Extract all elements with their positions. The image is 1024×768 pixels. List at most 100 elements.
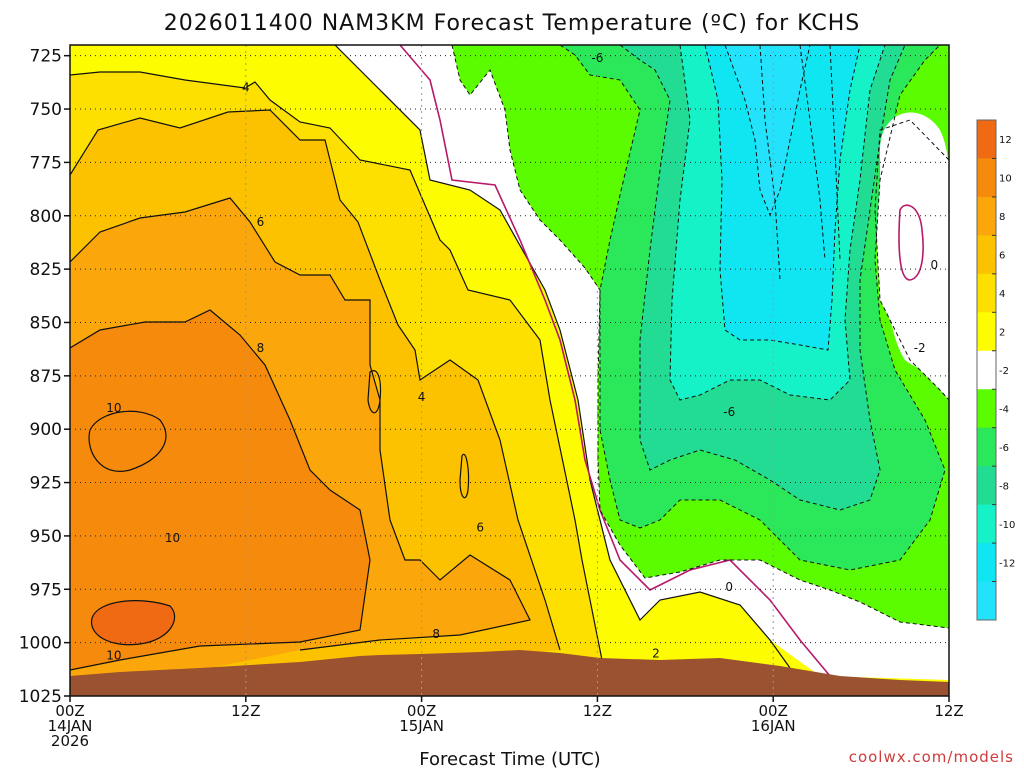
y-tick-label: 925: [30, 474, 62, 494]
fill-white-ring-right: [880, 112, 949, 368]
colorbar-swatch: [977, 427, 996, 467]
x-tick-label: 12Z: [934, 702, 963, 720]
y-tick-label: 725: [30, 47, 62, 67]
colorbar-label: -12: [999, 558, 1015, 569]
contour-lines: [70, 45, 791, 671]
contour-label: -6: [591, 51, 603, 65]
x-tick-label: 14JAN: [48, 717, 93, 735]
x-tick-label: 00Z: [55, 702, 84, 720]
y-tick-label: 850: [30, 313, 62, 333]
colorbar-swatch: [977, 466, 996, 506]
credit-text: coolwx.com/models: [849, 748, 1014, 766]
terrain-surface: [70, 650, 949, 696]
colorbar-swatch: [977, 120, 996, 159]
colorbar-swatch: [977, 235, 996, 275]
contour-m10: [704, 45, 861, 351]
x-tick-label: 2026: [51, 732, 89, 750]
contour-m2-right: [874, 119, 949, 401]
colorbar-swatch: [977, 389, 996, 429]
contour-m6-b: [799, 45, 826, 261]
x-tick-label: 15JAN: [399, 717, 444, 735]
contour-label: 4: [418, 390, 426, 404]
fill-sky-m12: [725, 45, 810, 215]
colorbar-legend: 12 10 8 6 4 2 -2 -4 -6 -8 -10 -12: [976, 119, 1015, 621]
contour-12: [91, 600, 176, 646]
contour-label: 6: [476, 520, 484, 534]
contour-4: [70, 71, 603, 661]
colorbar-label: 10: [999, 174, 1012, 185]
y-tick-label: 1000: [19, 634, 62, 654]
y-tick-label: 750: [30, 100, 62, 120]
contour-label: 2: [652, 646, 660, 660]
contour-label: -2: [914, 341, 926, 355]
colorbar-label: 6: [999, 251, 1005, 262]
contour-label: 4: [242, 81, 250, 95]
plot-frame: [69, 44, 950, 697]
colorbar-label: 8: [999, 212, 1005, 223]
colorbar-label: -10: [999, 520, 1015, 531]
fill-redorange-12plus: [91, 600, 175, 645]
y-tick-label: 775: [30, 153, 62, 173]
fill-yellow-near-surface: [680, 626, 772, 668]
colorbar-frame: [976, 119, 997, 621]
contour-2: [334, 45, 791, 669]
grid-lines: [70, 45, 949, 696]
negative-contours: [451, 45, 949, 629]
contour-label: 10: [165, 531, 180, 545]
colorbar-swatch: [977, 350, 996, 390]
contour-labels: 4 6 8 10 10 10 4 6 8 -6 0 -2 -6 0 2: [106, 51, 939, 663]
contour-m4: [559, 45, 946, 571]
colorbar-swatch: [977, 273, 996, 313]
contour-label: 8: [257, 341, 265, 355]
x-tick-label: 16JAN: [751, 717, 796, 735]
contour-6-pocket: [459, 453, 470, 499]
zero-contour: [399, 45, 924, 677]
y-tick-label: 900: [30, 420, 62, 440]
colorbar-label: 4: [999, 289, 1005, 300]
contour-10: [70, 309, 371, 671]
contour-label: 10: [106, 648, 121, 662]
contour-label: -6: [723, 405, 735, 419]
contour-label: 0: [725, 580, 733, 594]
y-tick-label: 800: [30, 207, 62, 227]
temperature-fill-layers: [70, 45, 949, 696]
colorbar-label: -6: [999, 443, 1009, 454]
contour-m8-b: [759, 45, 781, 281]
contour-8: [70, 197, 531, 651]
contour-label: 0: [931, 258, 939, 272]
colorbar-label: -4: [999, 404, 1009, 415]
contour-m6: [619, 45, 906, 511]
y-tick-label: 825: [30, 260, 62, 280]
contour-10-inner: [88, 410, 167, 472]
contour-m4-b: [829, 45, 841, 261]
fill-redorange-12plus-b: [89, 411, 166, 472]
y-axis: 725 750 775 800 825 850 875 900 925 950 975 1000 102…: [19, 47, 70, 707]
fill-darkorange-10-12: [70, 310, 370, 670]
contour-4-pocket: [367, 370, 382, 414]
colorbar-label: -8: [999, 481, 1009, 492]
colorbar-label: 2: [999, 328, 1005, 339]
colorbar-swatch: [977, 504, 996, 544]
contour-m8: [669, 45, 886, 401]
contour-label: 10: [106, 401, 121, 415]
chart-title: 2026011400 NAM3KM Forecast Temperature (…: [164, 11, 861, 36]
contour-label: 6: [257, 215, 265, 229]
fill-cyan-m10-m12: [705, 45, 860, 350]
colorbar-swatch: [977, 196, 996, 236]
x-tick-label: 12Z: [231, 702, 260, 720]
contour-label: 8: [432, 627, 440, 641]
x-axis-label: Forecast Time (UTC): [419, 749, 600, 768]
x-tick-label: 12Z: [583, 702, 612, 720]
colorbar-swatch: [977, 543, 996, 583]
contour-6: [70, 109, 561, 651]
contour-0: [399, 45, 831, 677]
contour-m12: [724, 45, 811, 217]
contour-0-ring: [898, 204, 924, 281]
x-tick-label: 00Z: [407, 702, 436, 720]
colorbar-label: 12: [999, 135, 1012, 146]
y-tick-label: 950: [30, 527, 62, 547]
colorbar-swatch: [977, 158, 996, 198]
contour-m2: [451, 45, 949, 629]
